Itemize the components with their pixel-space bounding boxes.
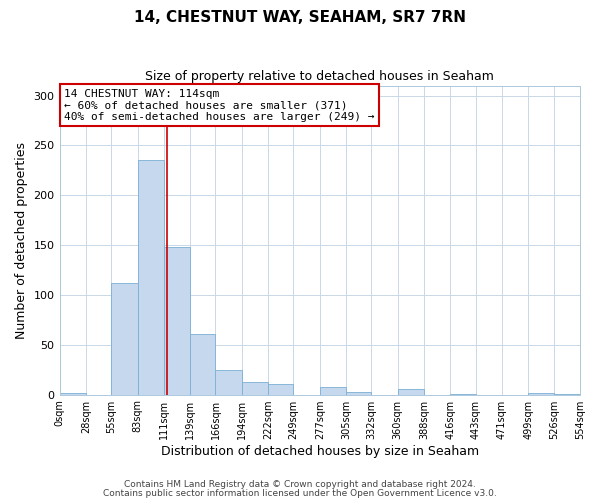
Bar (59, 392, 86, 394)
Text: 14, CHESTNUT WAY, SEAHAM, SR7 7RN: 14, CHESTNUT WAY, SEAHAM, SR7 7RN (134, 10, 466, 25)
Bar (398, 388, 424, 394)
Text: 14 CHESTNUT WAY: 114sqm
← 60% of detached houses are smaller (371)
40% of semi-d: 14 CHESTNUT WAY: 114sqm ← 60% of detache… (64, 88, 375, 122)
Title: Size of property relative to detached houses in Seaham: Size of property relative to detached ho… (145, 70, 494, 83)
Text: Contains HM Land Registry data © Crown copyright and database right 2024.: Contains HM Land Registry data © Crown c… (124, 480, 476, 489)
Text: Contains public sector information licensed under the Open Government Licence v3: Contains public sector information licen… (103, 490, 497, 498)
Bar (111, 283, 137, 395)
Bar (137, 160, 164, 394)
Bar (529, 392, 554, 394)
Bar (164, 247, 190, 394)
Y-axis label: Number of detached properties: Number of detached properties (15, 142, 28, 338)
Bar (242, 382, 268, 394)
Bar (346, 392, 371, 394)
Bar (215, 370, 242, 394)
Bar (190, 334, 215, 394)
Bar (320, 386, 346, 394)
X-axis label: Distribution of detached houses by size in Seaham: Distribution of detached houses by size … (161, 444, 479, 458)
Bar (268, 384, 293, 394)
